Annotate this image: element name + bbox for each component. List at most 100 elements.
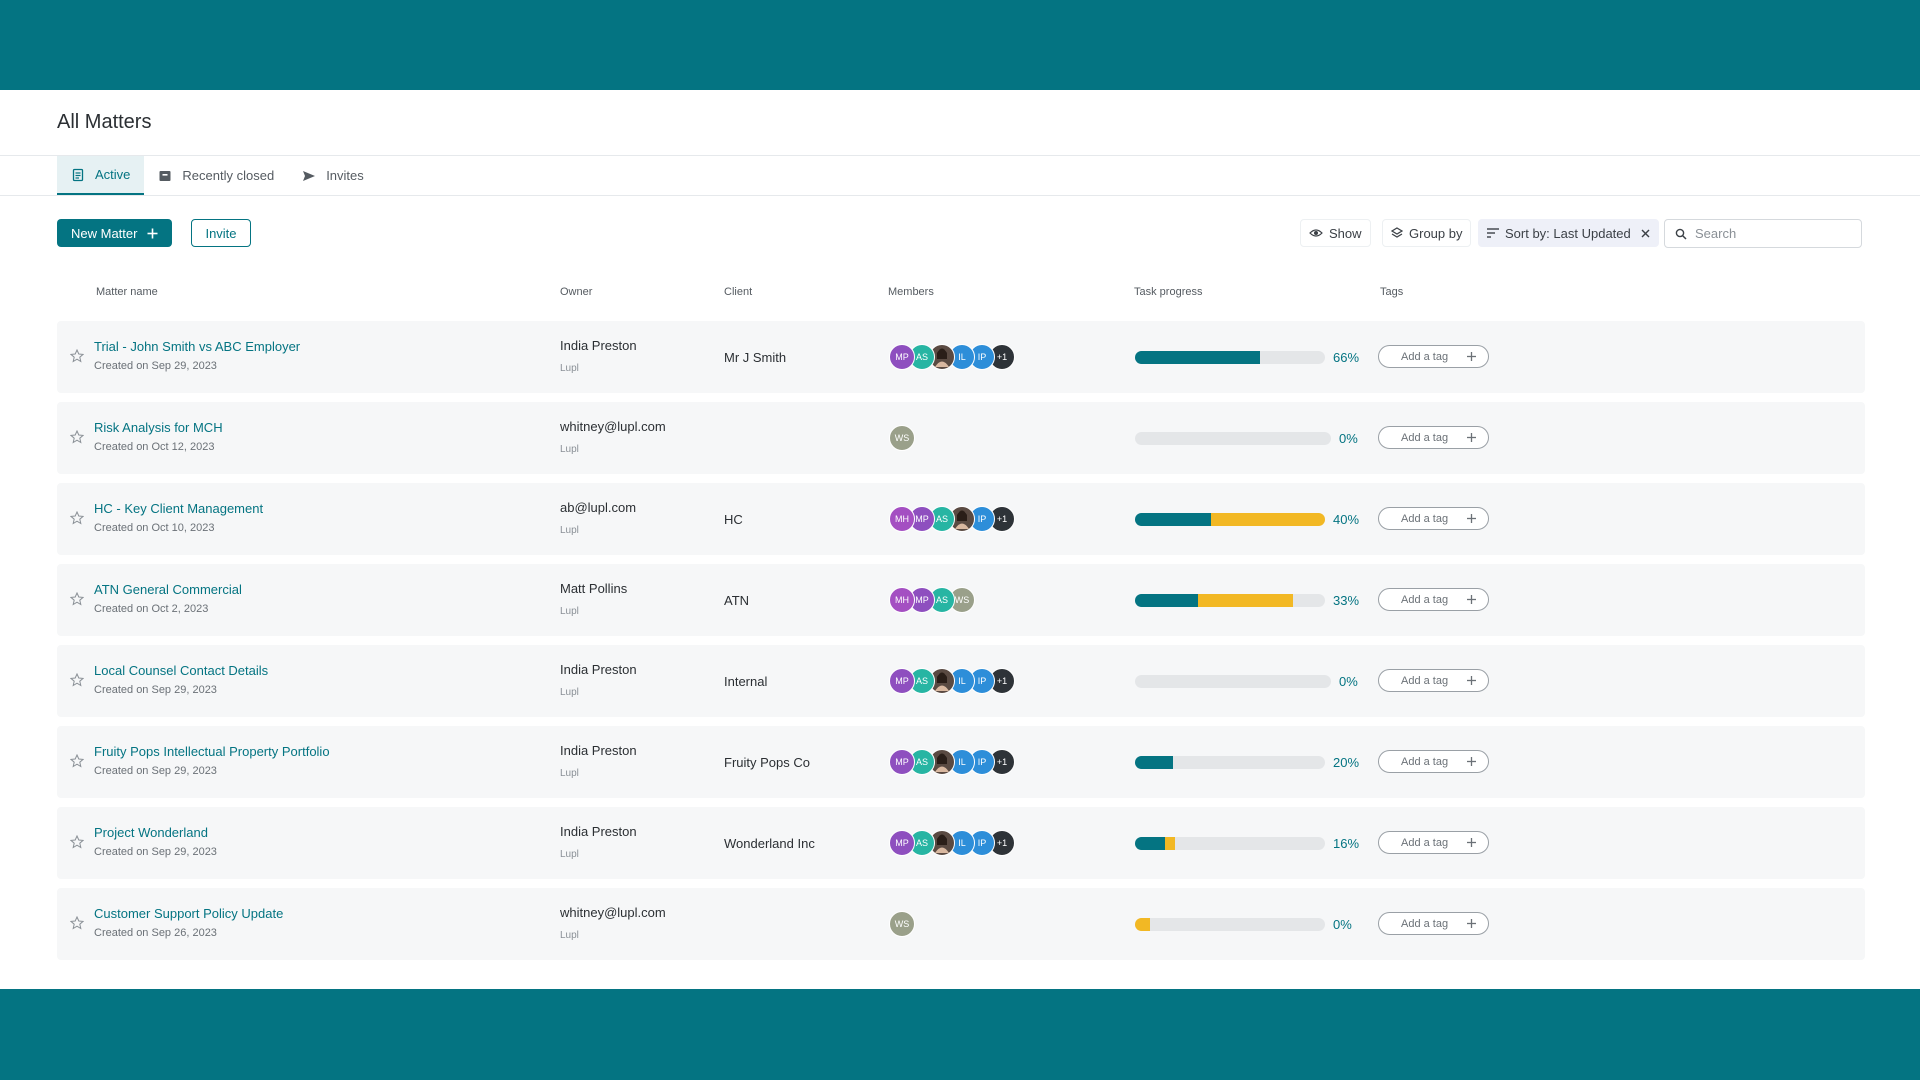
members-avatars: WS — [889, 425, 915, 451]
avatar-initials: MH — [895, 595, 909, 605]
avatar-initials: AS — [935, 595, 948, 605]
task-progress-percent: 66% — [1333, 350, 1360, 365]
star-icon[interactable] — [70, 592, 84, 606]
member-avatar[interactable]: IP — [969, 830, 995, 856]
created-date: Created on Oct 10, 2023 — [94, 522, 215, 534]
matter-name-link[interactable]: Fruity Pops Intellectual Property Portfo… — [94, 744, 330, 759]
member-avatar[interactable]: MP — [889, 344, 915, 370]
add-tag-button[interactable]: Add a tag — [1378, 345, 1489, 368]
star-icon[interactable] — [70, 916, 84, 930]
owner-organization: Lupl — [560, 525, 579, 536]
search-input[interactable] — [1695, 226, 1845, 241]
avatar-initials: IP — [977, 352, 987, 362]
matter-name-link[interactable]: HC - Key Client Management — [94, 501, 264, 516]
progress-fill-in-progress — [1197, 594, 1293, 607]
owner-name: India Preston — [560, 743, 637, 758]
column-header-tags[interactable]: Tags — [1380, 286, 1404, 298]
top-banner — [0, 0, 1920, 90]
sort-chip[interactable]: Sort by: Last Updated — [1478, 219, 1659, 247]
member-avatar[interactable]: +1 — [989, 344, 1015, 370]
tab-recently-closed[interactable]: Recently closed — [144, 156, 288, 195]
member-avatar[interactable]: MH — [889, 587, 915, 613]
member-avatar[interactable]: MP — [889, 830, 915, 856]
new-matter-button[interactable]: New Matter — [57, 219, 173, 247]
matter-row[interactable]: HC - Key Client Management Created on Oct… — [57, 483, 1865, 555]
matter-name-link[interactable]: Customer Support Policy Update — [94, 906, 284, 921]
plus-icon — [1467, 433, 1476, 442]
owner-name: India Preston — [560, 824, 637, 839]
add-tag-button[interactable]: Add a tag — [1378, 588, 1489, 611]
matter-name-link[interactable]: Local Counsel Contact Details — [94, 663, 269, 678]
sort-label: Sort by: Last Updated — [1505, 225, 1631, 241]
avatar-initials: WS — [894, 433, 910, 443]
matter-row[interactable]: Project Wonderland Created on Sep 29, 202… — [57, 807, 1865, 879]
members-avatars: MP AS IL IP +1 — [889, 830, 1015, 856]
matter-row[interactable]: Customer Support Policy Update Created on… — [57, 888, 1865, 960]
column-header-members[interactable]: Members — [888, 286, 934, 298]
member-avatar[interactable]: MP — [889, 749, 915, 775]
avatar-initials: MP — [915, 514, 929, 524]
matter-row[interactable]: Fruity Pops Intellectual Property Portfo… — [57, 726, 1865, 798]
matter-name-link[interactable]: Risk Analysis for MCH — [94, 420, 223, 435]
member-avatar[interactable]: WS — [889, 911, 915, 937]
matter-name-link[interactable]: ATN General Commercial — [94, 582, 242, 597]
member-avatar[interactable]: IL — [949, 749, 975, 775]
add-tag-button[interactable]: Add a tag — [1378, 831, 1489, 854]
add-tag-label: Add a tag — [1401, 593, 1449, 606]
matter-row[interactable]: Trial - John Smith vs ABC Employer Create… — [57, 321, 1865, 393]
client-name: Mr J Smith — [724, 350, 787, 365]
search-box[interactable] — [1664, 219, 1862, 248]
add-tag-button[interactable]: Add a tag — [1378, 750, 1489, 773]
column-header-client[interactable]: Client — [724, 286, 753, 298]
matter-name-link[interactable]: Trial - John Smith vs ABC Employer — [94, 339, 301, 354]
task-progress-percent: 16% — [1333, 836, 1360, 851]
add-tag-button[interactable]: Add a tag — [1378, 426, 1489, 449]
owner-name: whitney@lupl.com — [560, 905, 666, 920]
star-icon[interactable] — [70, 754, 84, 768]
members-avatars: MP AS IL IP +1 — [889, 668, 1015, 694]
member-avatar[interactable] — [929, 668, 955, 694]
avatar-initials: IP — [977, 514, 987, 524]
column-header-matter-name[interactable]: Matter name — [96, 286, 158, 298]
invite-button[interactable]: Invite — [191, 219, 251, 247]
matter-name-link[interactable]: Project Wonderland — [94, 825, 208, 840]
column-header-owner[interactable]: Owner — [560, 286, 593, 298]
members-avatars: MP AS IL IP +1 — [889, 344, 1015, 370]
column-header-task-progress[interactable]: Task progress — [1134, 286, 1203, 298]
close-icon[interactable] — [1641, 229, 1650, 238]
star-icon[interactable] — [70, 349, 84, 363]
new-matter-label: New Matter — [71, 225, 138, 241]
member-avatar[interactable] — [929, 830, 955, 856]
matter-row[interactable]: Risk Analysis for MCH Created on Oct 12, … — [57, 402, 1865, 474]
plus-icon — [1467, 352, 1476, 361]
member-avatar[interactable]: MH — [889, 506, 915, 532]
group-by-button[interactable]: Group by — [1382, 219, 1472, 247]
add-tag-label: Add a tag — [1401, 755, 1449, 768]
star-icon[interactable] — [70, 673, 84, 687]
group-by-label: Group by — [1409, 225, 1463, 241]
show-button[interactable]: Show — [1300, 219, 1371, 247]
member-avatar[interactable]: IP — [969, 668, 995, 694]
member-avatar[interactable]: WS — [889, 425, 915, 451]
matter-row[interactable]: ATN General Commercial Created on Oct 2, … — [57, 564, 1865, 636]
plus-icon — [1467, 514, 1476, 523]
avatar-initials: +1 — [996, 838, 1008, 848]
star-icon[interactable] — [70, 835, 84, 849]
add-tag-button[interactable]: Add a tag — [1378, 507, 1489, 530]
avatar-initials: AS — [915, 676, 928, 686]
tab-label: Active — [95, 167, 131, 182]
star-icon[interactable] — [70, 511, 84, 525]
matter-row[interactable]: Local Counsel Contact Details Created on … — [57, 645, 1865, 717]
tab-invites[interactable]: Invites — [288, 156, 378, 195]
created-date: Created on Sep 29, 2023 — [94, 846, 217, 858]
members-avatars: MH MP AS WS — [889, 587, 975, 613]
tab-label: Invites — [326, 168, 364, 183]
avatar-initials: WS — [894, 919, 910, 929]
star-icon[interactable] — [70, 430, 84, 444]
tab-active[interactable]: Active — [57, 156, 145, 195]
add-tag-button[interactable]: Add a tag — [1378, 912, 1489, 935]
add-tag-label: Add a tag — [1401, 674, 1449, 687]
progress-fill-complete — [1135, 351, 1261, 364]
member-avatar[interactable]: MP — [889, 668, 915, 694]
add-tag-button[interactable]: Add a tag — [1378, 669, 1489, 692]
